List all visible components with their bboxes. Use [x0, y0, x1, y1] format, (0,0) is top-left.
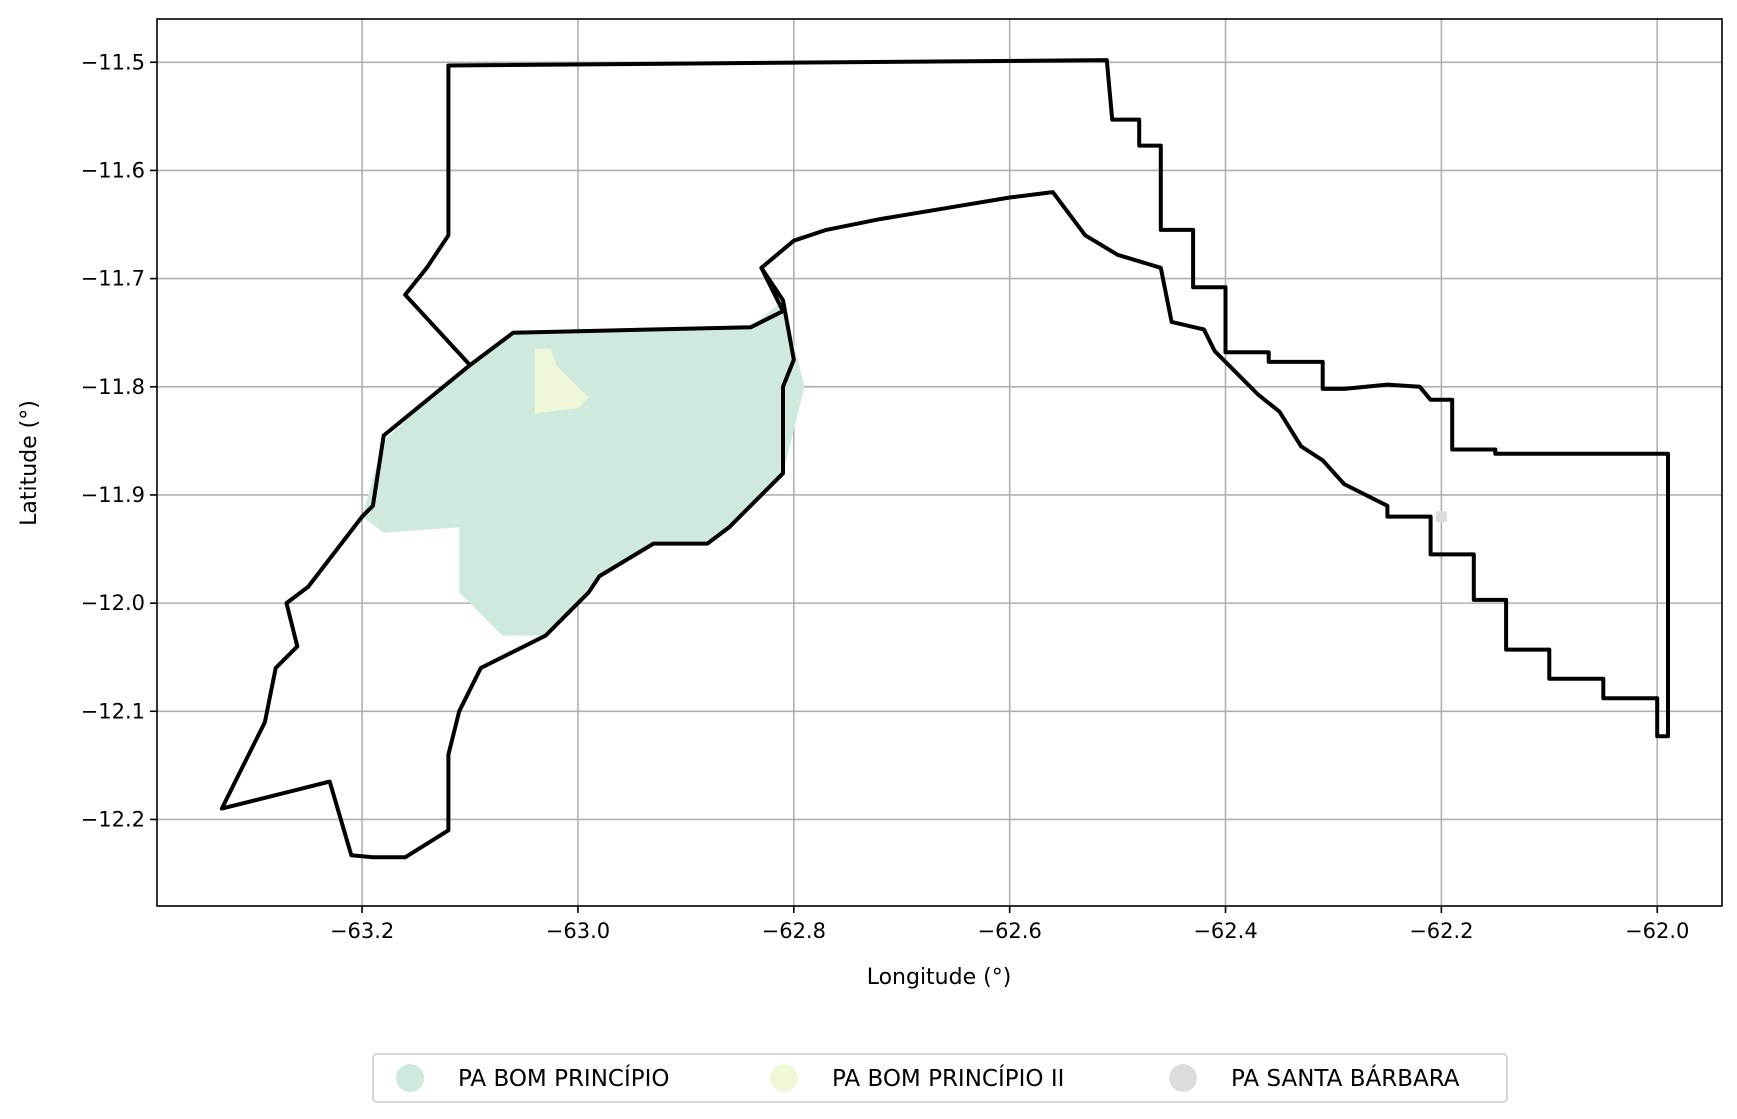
legend-label-santa-barbara: PA SANTA BÁRBARA — [1231, 1064, 1460, 1092]
area-1 — [534, 348, 589, 414]
y-tick-label: −12.1 — [81, 699, 145, 723]
x-tick-label: −62.2 — [1409, 919, 1473, 943]
area-0 — [362, 300, 805, 636]
y-axis-ticks: −11.5 −11.6 −11.7 −11.8 −11.9 −12.0 −12.1 −12.2 — [81, 50, 157, 831]
outline-south — [219, 265, 796, 860]
y-tick-label: −12.2 — [81, 807, 145, 831]
legend-label-bom-principio: PA BOM PRINCÍPIO — [458, 1064, 670, 1092]
legend-box — [372, 1053, 1508, 1103]
x-tick-label: −62.8 — [762, 919, 826, 943]
y-tick-label: −11.5 — [81, 50, 145, 74]
x-axis-ticks: −63.2 −63.0 −62.8 −62.6 −62.4 −62.2 −62.0 — [330, 906, 1689, 943]
y-tick-label: −11.7 — [81, 267, 145, 291]
legend: PA BOM PRINCÍPIO PA BOM PRINCÍPIO II PA … — [372, 1053, 1508, 1103]
x-axis-label: Longitude (°) — [867, 965, 1012, 990]
x-tick-label: −63.0 — [546, 919, 610, 943]
legend-marker-santa-barbara — [1169, 1064, 1197, 1092]
plot-frame — [156, 18, 1723, 907]
y-tick-label: −11.6 — [81, 158, 145, 182]
outline-north — [403, 58, 1670, 739]
legend-label-bom-principio-ii: PA BOM PRINCÍPIO II — [832, 1064, 1064, 1092]
legend-marker-bom-principio — [396, 1064, 424, 1092]
x-tick-label: −62.4 — [1193, 919, 1257, 943]
municipality-outlines — [219, 58, 1670, 860]
settlement-areas — [362, 300, 1447, 636]
y-axis-label: Latitude (°) — [17, 400, 42, 526]
x-tick-label: −63.2 — [330, 919, 394, 943]
x-tick-label: −62.0 — [1625, 919, 1689, 943]
y-tick-label: −11.8 — [81, 375, 145, 399]
y-tick-label: −11.9 — [81, 483, 145, 507]
x-tick-label: −62.6 — [977, 919, 1041, 943]
legend-marker-bom-principio-ii — [770, 1064, 798, 1092]
y-tick-label: −12.0 — [81, 591, 145, 615]
area-2 — [1436, 511, 1447, 522]
